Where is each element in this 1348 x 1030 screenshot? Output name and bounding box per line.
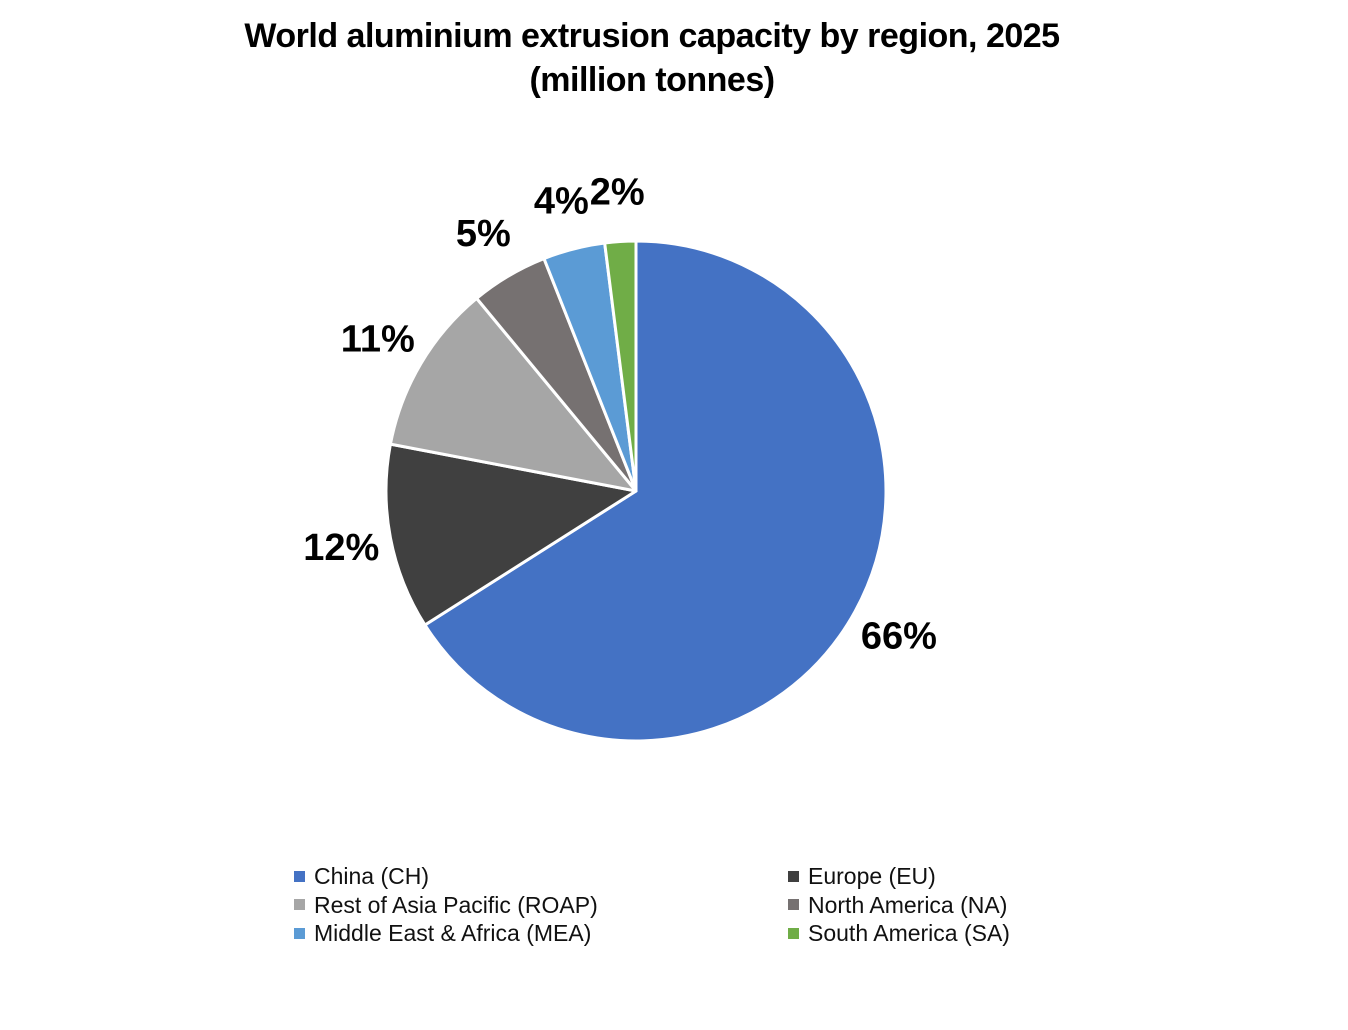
legend-swatch bbox=[788, 927, 799, 939]
pie-slice bbox=[423, 239, 888, 743]
legend-label: South America (SA) bbox=[808, 920, 1010, 946]
legend-item-china: China (CH) bbox=[294, 862, 788, 891]
legend-label: China (CH) bbox=[314, 863, 430, 889]
pie-slice bbox=[388, 296, 638, 493]
slice-percent-label: 5% bbox=[456, 213, 511, 255]
legend-item-middle-east-africa: Middle East & Africa (MEA) bbox=[294, 919, 788, 948]
legend-swatch bbox=[788, 870, 799, 882]
slice-percent-label: 2% bbox=[590, 172, 645, 214]
slice-percent-label: 12% bbox=[303, 527, 379, 569]
legend-item-south-america: South America (SA) bbox=[788, 919, 1048, 948]
legend-item-north-america: North America (NA) bbox=[788, 891, 1048, 920]
legend-swatch bbox=[294, 927, 305, 939]
chart-subtitle: (million tonnes) bbox=[529, 61, 775, 99]
slice-percent-label: 66% bbox=[861, 616, 937, 658]
pie-slice bbox=[603, 239, 638, 493]
legend-label: Middle East & Africa (MEA) bbox=[314, 920, 592, 946]
legend-item-europe: Europe (EU) bbox=[788, 862, 1048, 891]
slice-percent-label: 11% bbox=[341, 318, 415, 360]
legend-swatch bbox=[788, 899, 799, 911]
legend-label: Rest of Asia Pacific (ROAP) bbox=[314, 891, 598, 918]
pie-slice bbox=[384, 442, 638, 627]
legend-swatch bbox=[294, 899, 305, 911]
legend-label: North America (NA) bbox=[808, 891, 1008, 918]
legend: China (CH) Europe (EU) Rest of Asia Paci… bbox=[294, 862, 1054, 948]
legend-item-rest-of-asia-pacific: Rest of Asia Pacific (ROAP) bbox=[294, 891, 788, 920]
legend-swatch bbox=[294, 870, 305, 882]
legend-label: Europe (EU) bbox=[808, 863, 936, 889]
chart-title-line: World aluminium extrusion capacity by re… bbox=[244, 17, 1060, 55]
slice-percent-label: 4% bbox=[534, 180, 589, 222]
chart-title: World aluminium extrusion capacity by re… bbox=[0, 14, 1304, 102]
